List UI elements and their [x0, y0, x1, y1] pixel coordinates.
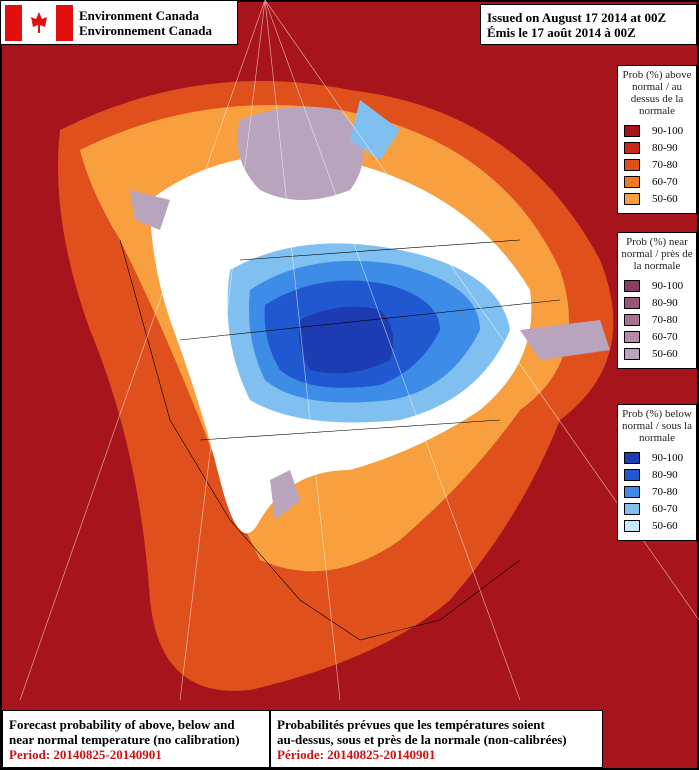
agency-en: Environment Canada	[79, 8, 200, 23]
legend-title: Prob (%) above normal / au dessus de la …	[622, 69, 692, 117]
legend-swatch	[624, 124, 640, 137]
legend-item: 60-70	[618, 328, 696, 345]
legend-swatch	[624, 468, 640, 481]
footer-text: Forecast probability of above, below and	[9, 717, 235, 732]
footer-fr: Probabilités prévues que les température…	[270, 710, 603, 768]
legend-item: 50-60	[618, 345, 696, 362]
footer-en: Forecast probability of above, below and…	[2, 710, 270, 768]
legend-swatch	[624, 313, 640, 326]
footer-text: near normal temperature (no calibration)	[9, 732, 240, 747]
legend-label: 70-80	[652, 485, 678, 498]
legend-label: 80-90	[652, 468, 678, 481]
legend-swatch	[624, 502, 640, 515]
legend: Prob (%) below normal / sous la normale 9…	[617, 404, 697, 541]
legend-label: 70-80	[652, 313, 678, 326]
legend-item: 60-70	[618, 500, 696, 517]
period: Period: 20140825-20140901	[9, 747, 162, 762]
issued-en: Issued on August 17 2014 at 00Z	[487, 10, 667, 25]
period: Période: 20140825-20140901	[277, 747, 436, 762]
legend-label: 50-60	[652, 347, 678, 360]
legend-item: 90-100	[618, 449, 696, 466]
legend-swatch	[624, 279, 640, 292]
legend: Prob (%) near normal / près de la normal…	[617, 232, 697, 369]
legend-items: 90-100 80-90 70-80 60-70 50-60	[618, 120, 696, 213]
legend-swatch	[624, 175, 640, 188]
legend-label: 80-90	[652, 296, 678, 309]
legend-item: 90-100	[618, 277, 696, 294]
legend-swatch	[624, 158, 640, 171]
legend-item: 50-60	[618, 517, 696, 534]
legend-swatch	[624, 141, 640, 154]
legend-items: 90-100 80-90 70-80 60-70 50-60	[618, 275, 696, 368]
legend-title: Prob (%) below normal / sous la normale	[622, 408, 692, 444]
legend-item: 70-80	[618, 156, 696, 173]
legend-label: 60-70	[652, 502, 678, 515]
legend-label: 70-80	[652, 158, 678, 171]
legend-item: 80-90	[618, 139, 696, 156]
legend-swatch	[624, 296, 640, 309]
legend-swatch	[624, 485, 640, 498]
legend-swatch	[624, 330, 640, 343]
legend-item: 70-80	[618, 311, 696, 328]
legend-item: 80-90	[618, 466, 696, 483]
legend-item: 50-60	[618, 190, 696, 207]
legend-label: 50-60	[652, 519, 678, 532]
legend-label: 90-100	[652, 124, 684, 137]
agency-box: Environment Canada Environnement Canada	[0, 0, 238, 45]
legend-item: 80-90	[618, 294, 696, 311]
issued-box: Issued on August 17 2014 at 00Z Émis le …	[480, 4, 697, 45]
issued-fr: Émis le 17 août 2014 à 00Z	[487, 25, 636, 40]
legend-swatch	[624, 192, 640, 205]
legend-item: 60-70	[618, 173, 696, 190]
legend-items: 90-100 80-90 70-80 60-70 50-60	[618, 447, 696, 540]
legend: Prob (%) above normal / au dessus de la …	[617, 65, 697, 214]
legend-title: Prob (%) near normal / près de la normal…	[621, 236, 693, 272]
legend-label: 90-100	[652, 451, 684, 464]
legend-label: 60-70	[652, 175, 678, 188]
legend-item: 70-80	[618, 483, 696, 500]
legend-item: 90-100	[618, 122, 696, 139]
legend-swatch	[624, 451, 640, 464]
legend-label: 60-70	[652, 330, 678, 343]
flag	[5, 5, 73, 41]
agency-fr: Environnement Canada	[79, 23, 213, 38]
legend-swatch	[624, 519, 640, 532]
footer-text: au-dessus, sous et près de la normale (n…	[277, 732, 567, 747]
legend-label: 50-60	[652, 192, 678, 205]
footer-text: Probabilités prévues que les température…	[277, 717, 545, 732]
legend-label: 90-100	[652, 279, 684, 292]
legend-swatch	[624, 347, 640, 360]
legend-label: 80-90	[652, 141, 678, 154]
